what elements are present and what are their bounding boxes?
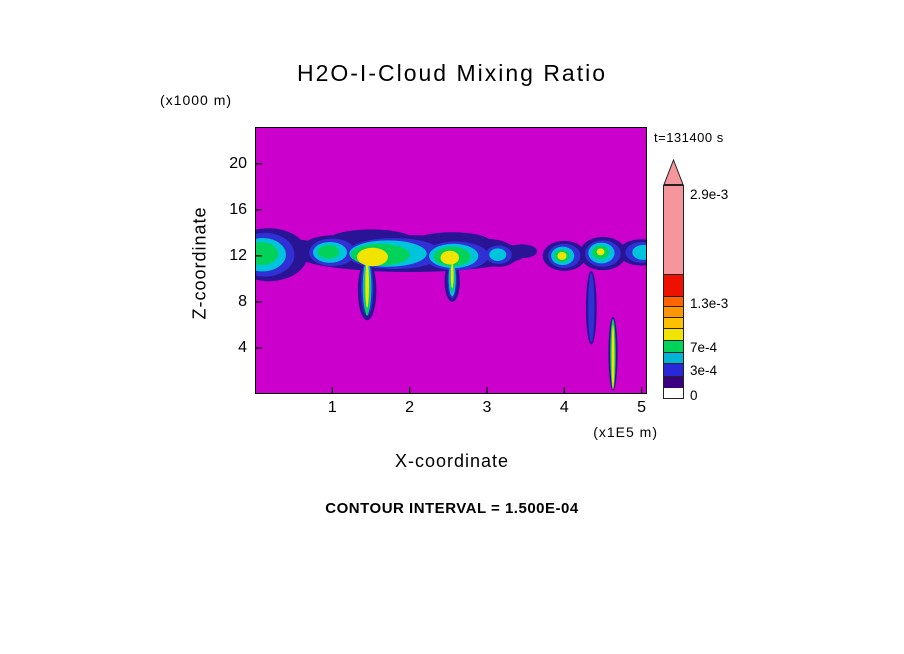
- colorbar-scale: [663, 185, 684, 399]
- colorbar-segment: [664, 296, 683, 306]
- x-tick-label: 1: [327, 399, 337, 416]
- y-tick-label: 12: [229, 246, 247, 264]
- colorbar-tick-label: 0: [690, 388, 698, 403]
- colorbar-arrow-shape: [663, 159, 684, 185]
- colorbar-segment: [664, 186, 683, 274]
- y-tick-label: 8: [238, 292, 247, 310]
- contour-plot: [255, 127, 647, 394]
- y-tick-label: 4: [238, 338, 247, 356]
- colorbar-segment: [664, 340, 683, 352]
- colorbar-segment: [664, 352, 683, 363]
- colorbar-tick-label: 7e-4: [690, 340, 718, 355]
- colorbar-segment: [664, 306, 683, 317]
- x-axis-label: X-coordinate: [394, 451, 510, 471]
- colorbar: [663, 159, 684, 399]
- colorbar-segment: [664, 376, 683, 388]
- y-axis-unit: (x1000 m): [160, 92, 233, 108]
- colorbar-segment: [664, 274, 683, 296]
- x-tick-label: 5: [637, 399, 647, 416]
- time-annotation: t=131400 s: [654, 130, 724, 145]
- x-tick-label: 3: [482, 399, 492, 416]
- contour-interval-note: CONTOUR INTERVAL = 1.500E-04: [325, 500, 579, 517]
- colorbar-segment: [664, 363, 683, 376]
- colorbar-arrow-icon: [663, 159, 684, 185]
- y-axis-ticks: 4 8 12 16 20: [215, 127, 247, 394]
- colorbar-segment: [664, 328, 683, 340]
- colorbar-tick-label: 3e-4: [690, 363, 718, 378]
- x-axis-unit: (x1E5 m): [593, 424, 658, 440]
- y-tick-label: 20: [229, 154, 247, 172]
- x-tick-label: 2: [405, 399, 415, 416]
- contour-plot-area: [255, 127, 647, 394]
- y-tick-label: 16: [229, 200, 247, 218]
- y-axis-label: Z-coordinate: [189, 206, 210, 320]
- x-tick-label: 4: [559, 399, 569, 416]
- colorbar-tick-label: 1.3e-3: [690, 296, 729, 311]
- x-axis-ticks: 1 2 3 4 5: [255, 399, 647, 419]
- colorbar-segment: [664, 317, 683, 328]
- colorbar-tick-label: 2.9e-3: [690, 187, 729, 202]
- colorbar-labels: 2.9e-3 1.3e-3 7e-4 3e-4 0: [690, 159, 760, 403]
- chart-title: H2O-I-Cloud Mixing Ratio: [296, 60, 608, 86]
